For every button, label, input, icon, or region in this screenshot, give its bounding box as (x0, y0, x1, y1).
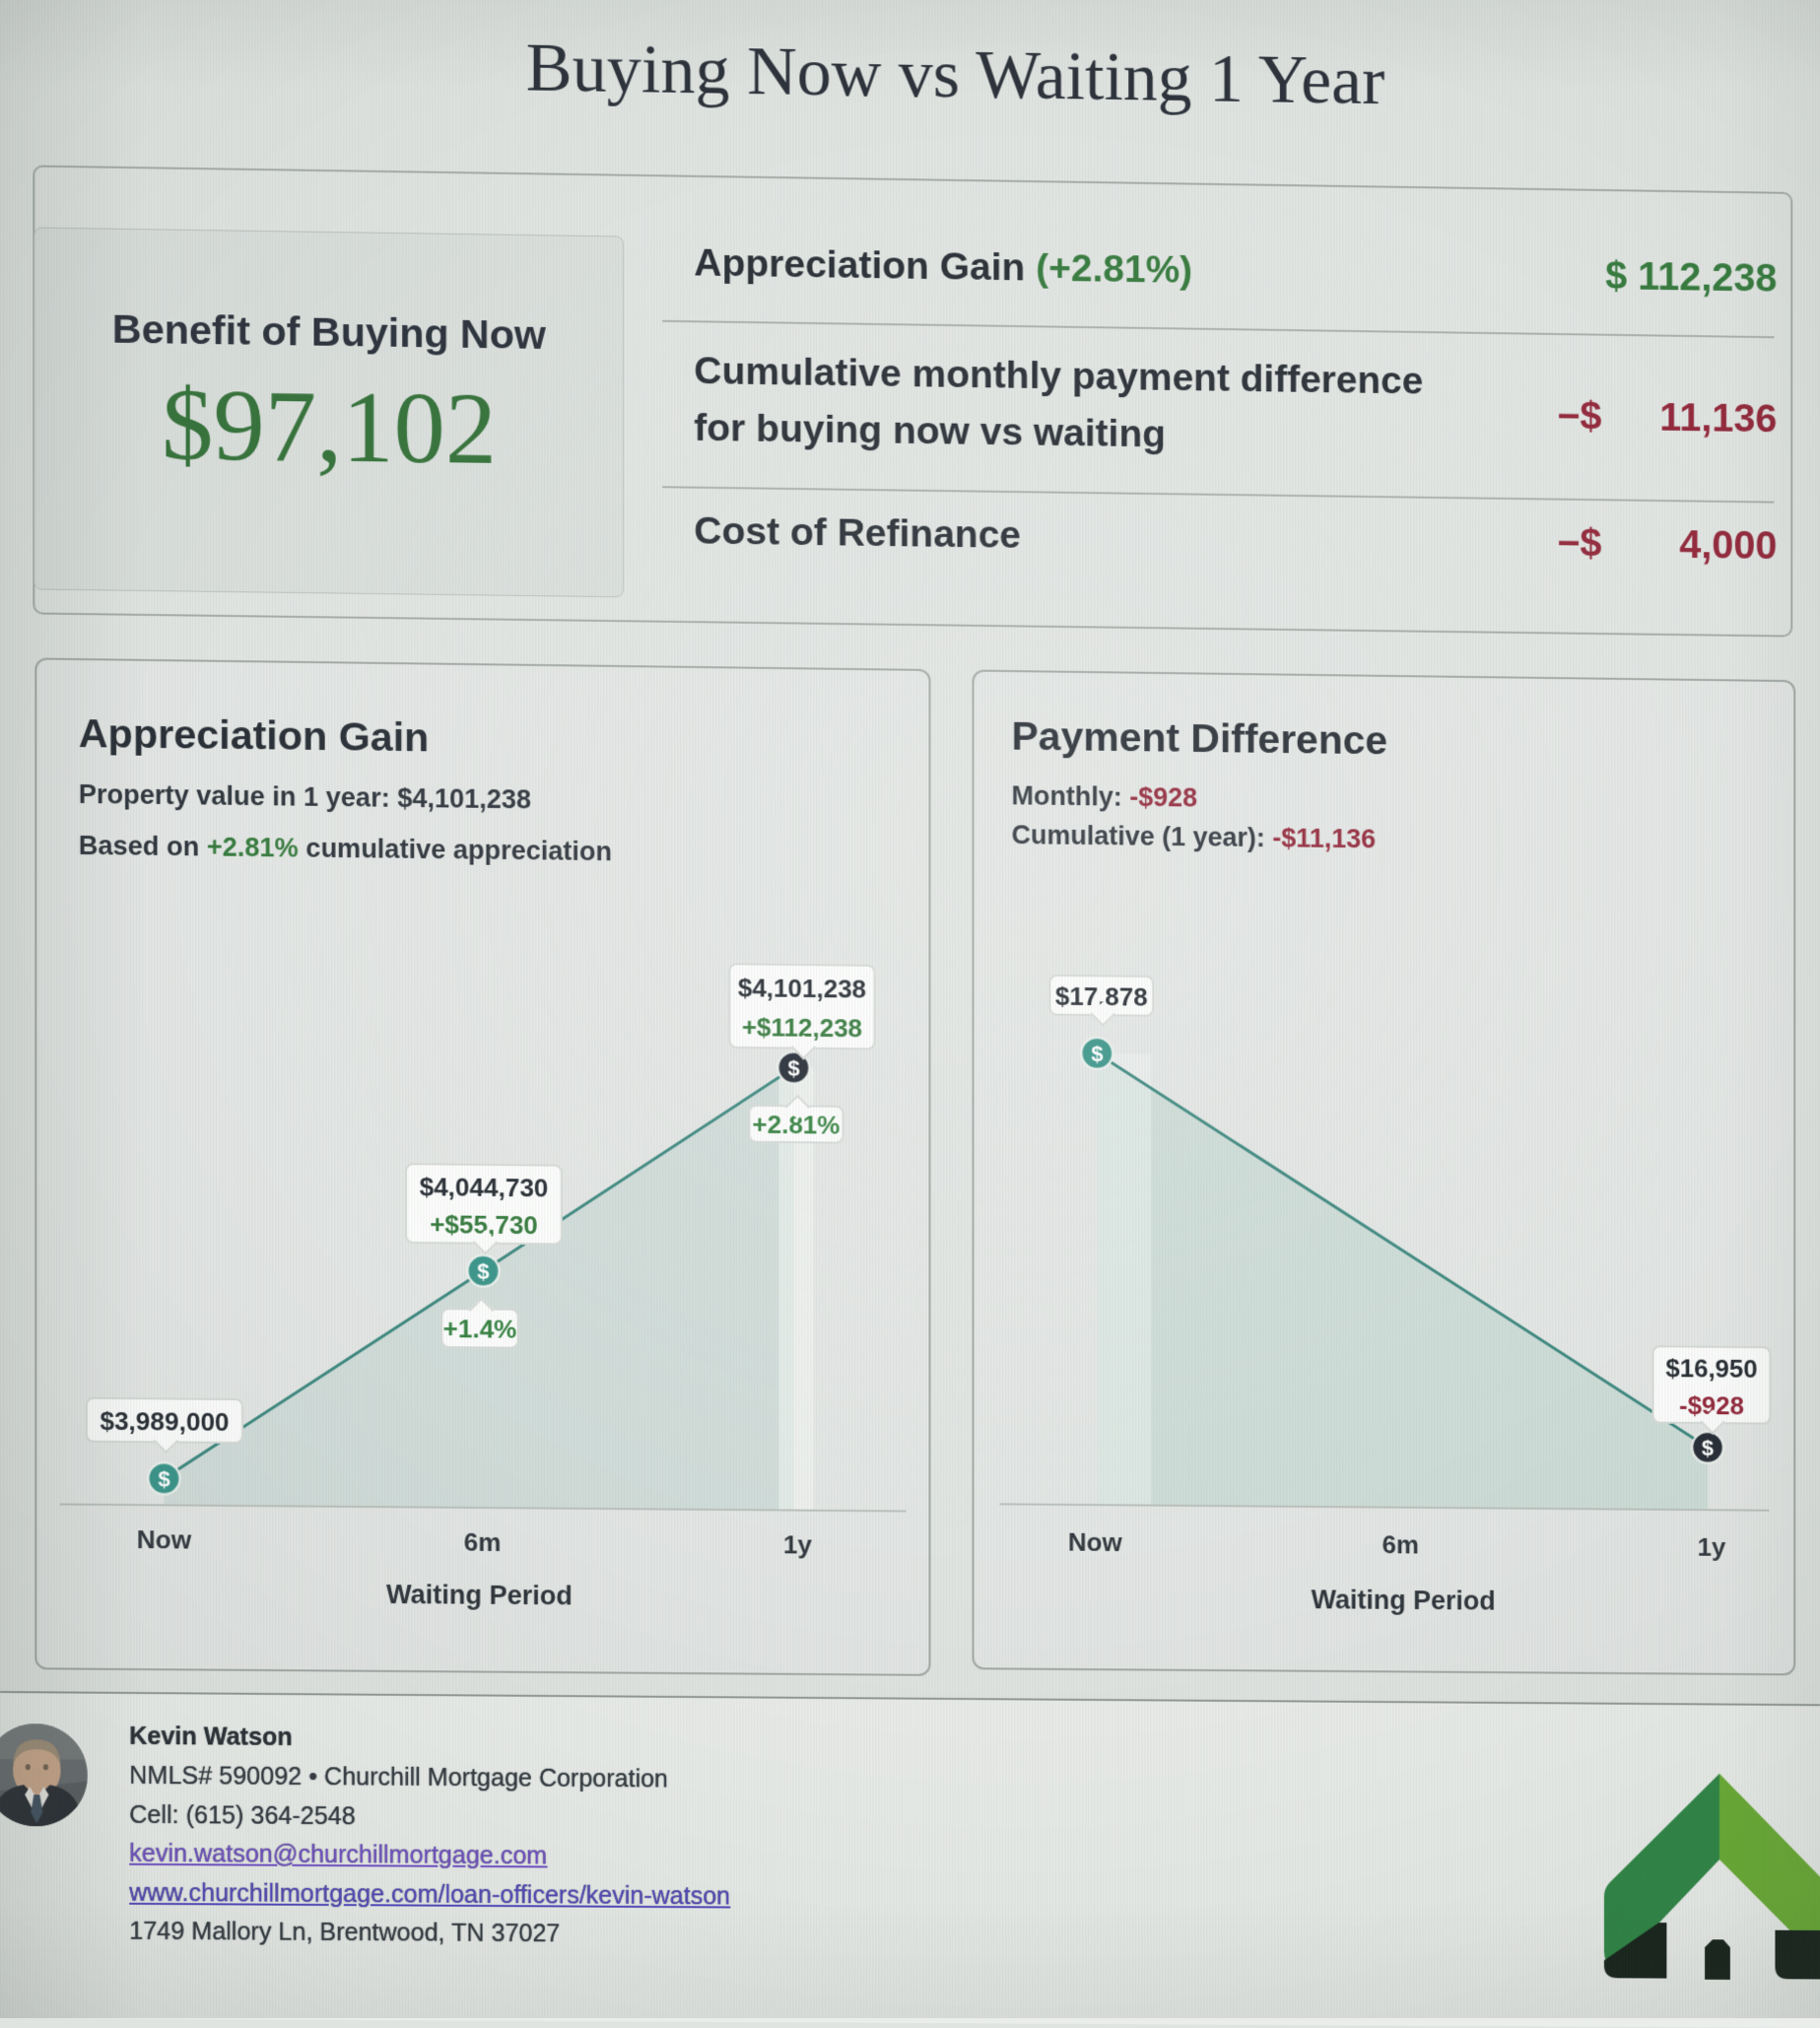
svg-text:$: $ (1091, 1042, 1103, 1066)
svg-text:$: $ (477, 1259, 489, 1284)
svg-text:$: $ (1702, 1436, 1714, 1460)
svg-text:$: $ (158, 1466, 169, 1491)
svg-text:$: $ (787, 1056, 799, 1081)
